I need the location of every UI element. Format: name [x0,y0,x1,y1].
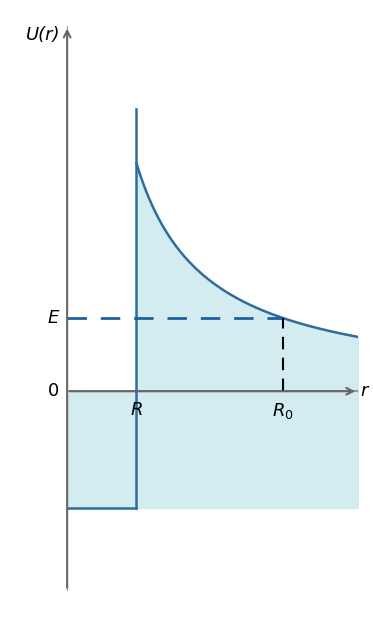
Text: r: r [361,382,368,400]
Text: E: E [47,309,59,327]
Text: $R_0$: $R_0$ [272,401,294,421]
Text: R: R [130,401,142,419]
Text: U(r): U(r) [26,26,60,44]
Text: 0: 0 [48,382,59,400]
